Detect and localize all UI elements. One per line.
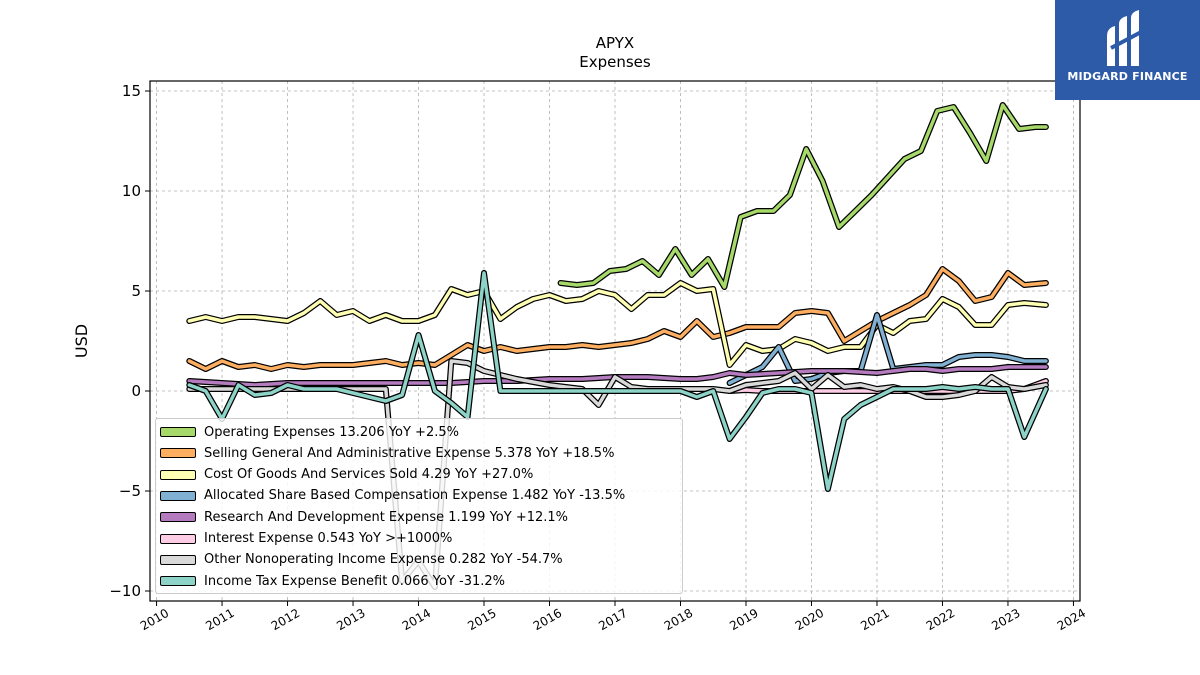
series-path	[187, 271, 1048, 491]
series-layer	[186, 102, 1049, 590]
legend-swatch	[160, 512, 196, 523]
x-tick-label: 2011	[203, 606, 236, 633]
x-tick-label: 2024	[1055, 606, 1088, 633]
chart-title: APYX	[596, 34, 634, 52]
legend-item: Allocated Share Based Compensation Expen…	[160, 487, 625, 505]
legend-label: Selling General And Administrative Expen…	[204, 445, 615, 461]
y-tick-label: 5	[131, 282, 141, 300]
y-tick-label: −5	[119, 482, 141, 500]
x-tick-label: 2016	[531, 606, 564, 633]
legend-swatch	[160, 576, 196, 587]
series-line	[186, 280, 1049, 368]
series-path	[558, 103, 1048, 289]
series-path	[187, 267, 1048, 371]
series-line	[186, 266, 1049, 372]
legend-item: Income Tax Expense Benefit 0.066 YoY -31…	[160, 572, 505, 590]
legend-swatch	[160, 469, 196, 480]
legend-item: Other Nonoperating Income Expense 0.282 …	[160, 551, 563, 569]
legend: Operating Expenses 13.206 YoY +2.5% Selli…	[155, 418, 683, 594]
x-tick-label: 2022	[924, 606, 957, 633]
x-tick-label: 2010	[138, 606, 171, 633]
x-tick-label: 2018	[662, 606, 695, 633]
legend-swatch	[160, 490, 196, 501]
series-line	[186, 270, 1049, 492]
legend-swatch	[160, 533, 196, 544]
legend-label: Income Tax Expense Benefit 0.066 YoY -31…	[204, 573, 505, 589]
legend-label: Cost Of Goods And Services Sold 4.29 YoY…	[204, 467, 534, 483]
series-path	[187, 365, 1048, 387]
x-tick-label: 2013	[334, 606, 367, 633]
legend-label: Interest Expense 0.543 YoY >+1000%	[204, 531, 453, 546]
y-tick-label: −10	[109, 582, 141, 600]
legend-item: Operating Expenses 13.206 YoY +2.5%	[160, 423, 459, 441]
y-tick-label: 0	[131, 382, 141, 400]
legend-item: Cost Of Goods And Services Sold 4.29 YoY…	[160, 466, 533, 484]
legend-swatch	[160, 554, 196, 565]
legend-label: Allocated Share Based Compensation Expen…	[204, 488, 626, 504]
series-outline	[557, 102, 1049, 290]
y-axis-label: USD	[72, 324, 91, 358]
series-path	[727, 313, 1048, 385]
legend-swatch	[160, 427, 196, 437]
legend-item: Selling General And Administrative Expen…	[160, 444, 614, 462]
y-tick-label: 15	[122, 82, 141, 100]
x-tick-label: 2020	[793, 606, 826, 633]
chart-subtitle: Expenses	[579, 53, 651, 71]
legend-item: Research And Development Expense 1.199 Y…	[160, 508, 568, 526]
brand-name: MIDGARD FINANCE	[1067, 70, 1188, 83]
series-line	[557, 102, 1049, 290]
series-line	[186, 364, 1049, 388]
legend-swatch	[160, 448, 196, 459]
series-path	[187, 281, 1048, 367]
x-tick-label: 2019	[727, 606, 760, 633]
legend-label: Operating Expenses 13.206 YoY +2.5%	[204, 424, 459, 440]
brand-mark-icon	[1107, 10, 1146, 66]
legend-item: Interest Expense 0.543 YoY >+1000%	[160, 530, 452, 548]
x-tick-label: 2017	[596, 606, 629, 633]
x-tick-label: 2021	[858, 606, 891, 633]
brand-logo: MIDGARD FINANCE	[1055, 0, 1200, 100]
x-tick-label: 2014	[400, 606, 433, 633]
y-tick-label: 10	[122, 182, 141, 200]
x-tick-label: 2012	[269, 606, 302, 633]
x-tick-label: 2023	[989, 606, 1022, 633]
legend-label: Research And Development Expense 1.199 Y…	[204, 509, 569, 525]
x-tick-label: 2015	[465, 606, 498, 633]
legend-label: Other Nonoperating Income Expense 0.282 …	[204, 552, 563, 568]
series-line	[726, 312, 1049, 386]
